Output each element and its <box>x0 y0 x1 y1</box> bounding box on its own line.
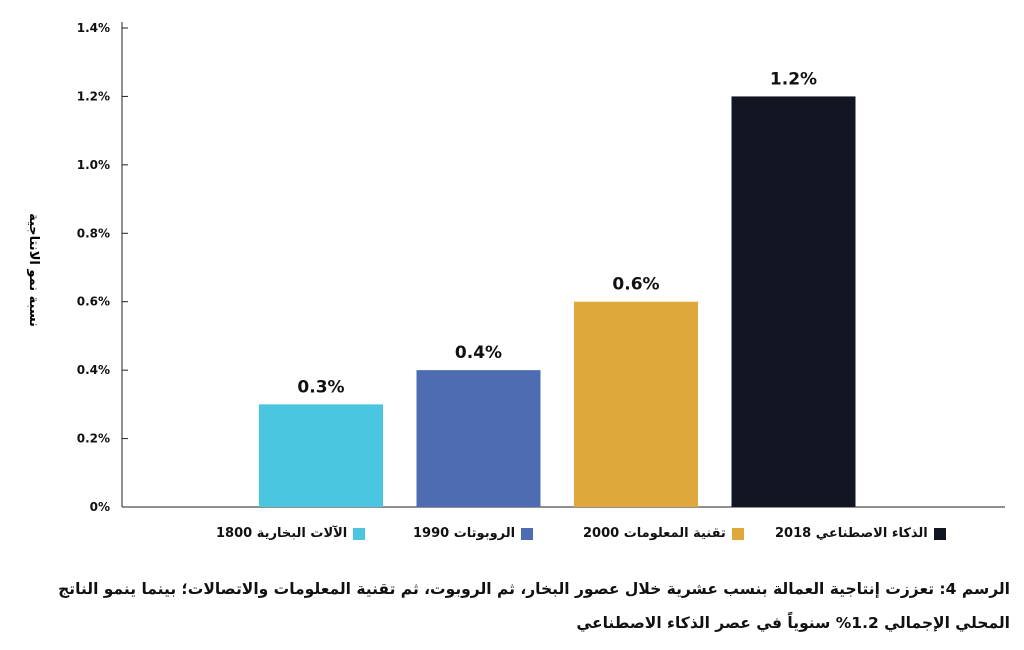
legend-swatch-ai <box>933 527 946 540</box>
bar <box>731 96 856 507</box>
y-tick-label: 0.8% <box>77 226 110 240</box>
figure-caption: الرسم 4: تعززت إنتاجية العمالة بنسب عشري… <box>40 572 1010 640</box>
bar-value-label: 0.3% <box>297 377 344 397</box>
legend-swatch-robots <box>521 527 534 540</box>
bar-value-label: 0.4% <box>455 343 502 363</box>
legend-label-it: تقنية المعلومات 2000 <box>583 526 726 541</box>
legend-swatch-it <box>731 527 744 540</box>
legend-label-steam: الآلات البخارية 1800 <box>216 526 348 541</box>
bar <box>416 370 541 507</box>
y-tick-label: 0.6% <box>77 295 110 309</box>
y-tick-label: 0.2% <box>77 432 110 446</box>
legend-label-robots: الروبوتات 1990 <box>413 526 516 541</box>
legend-item-robots: الروبوتات 1990 <box>413 526 534 541</box>
caption-line-2: المحلي الإجمالي 1.2% سنوياً في عصر الذكا… <box>576 614 1010 632</box>
caption-line-1: الرسم 4: تعززت إنتاجية العمالة بنسب عشري… <box>58 580 1010 598</box>
bar <box>574 301 698 507</box>
bar-value-label: 1.2% <box>770 69 817 89</box>
legend-item-steam: الآلات البخارية 1800 <box>216 526 366 541</box>
legend-item-it: تقنية المعلومات 2000 <box>583 526 744 541</box>
bar-chart: 0% 0.2% 0.4% 0.6% 0.8% 1.0% 1.2% 1.4% نسبة نمو … <box>26 21 1005 514</box>
y-tick-label: 1.0% <box>77 158 110 172</box>
y-tick-label: 1.4% <box>77 21 110 35</box>
legend: الآلات البخارية 1800 الروبوتات 1990 تقني… <box>0 526 1024 550</box>
y-axis-ticks: 0% 0.2% 0.4% 0.6% 0.8% 1.0% 1.2% 1.4% <box>77 21 128 514</box>
legend-item-ai: الذكاء الاصطناعي 2018 <box>775 526 946 541</box>
y-tick-label: 0% <box>90 500 110 514</box>
bars-group: 0.3% 0.4% 0.6% 1.2% <box>259 69 856 507</box>
y-axis-label: نسبة نمو الانتاجية <box>26 213 41 327</box>
y-tick-label: 1.2% <box>77 89 110 103</box>
bar-value-label: 0.6% <box>612 275 659 295</box>
legend-label-ai: الذكاء الاصطناعي 2018 <box>775 526 928 541</box>
bar <box>259 404 383 507</box>
legend-swatch-steam <box>353 527 366 540</box>
y-tick-label: 0.4% <box>77 363 110 377</box>
